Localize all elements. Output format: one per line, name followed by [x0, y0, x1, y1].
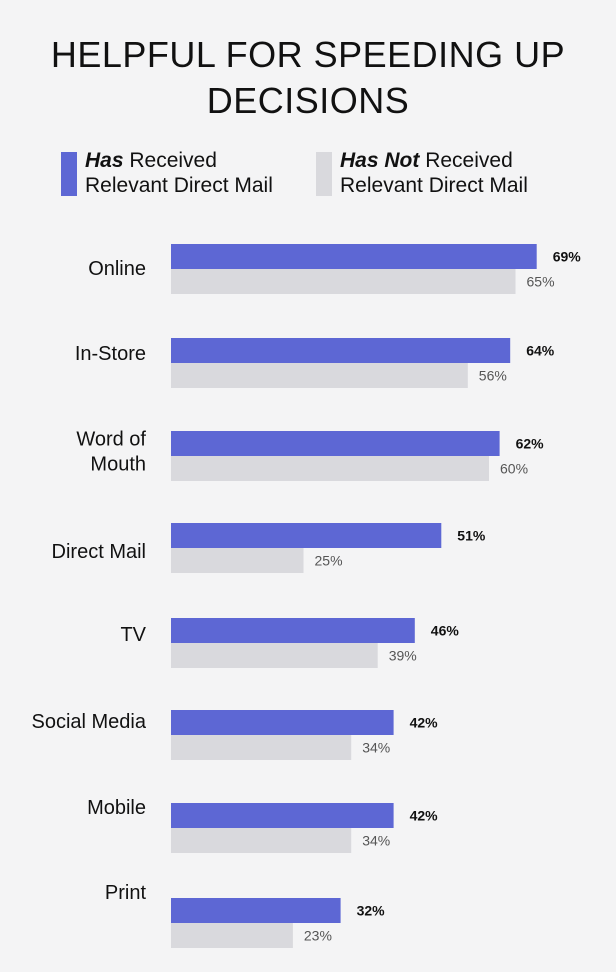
legend-item-has-not-received: Has Not Received Relevant Direct Mail [316, 148, 556, 198]
category-label: Social Media [31, 711, 146, 733]
legend-label-has-not-received: Has Not Received Relevant Direct Mail [340, 148, 528, 198]
bar-has-not-received [171, 643, 378, 668]
legend-label-rest: Received [419, 149, 513, 172]
category-label: Mobile [87, 797, 146, 819]
chart-title-line-2: DECISIONS [206, 80, 410, 121]
legend-swatch-has-received [61, 152, 77, 196]
bar-has-not-received [171, 923, 293, 948]
category-label: TV [120, 624, 146, 646]
category-label: Online [88, 258, 146, 280]
category-label: Print [105, 882, 147, 904]
bar-has-not-received [171, 828, 352, 853]
legend-label-bold: Has Not [340, 149, 420, 172]
legend-label-line-2: Relevant Direct Mail [340, 174, 528, 197]
legend-label-rest: Received [123, 149, 217, 172]
chart-title-line-1: HELPFUL FOR SPEEDING UP [50, 34, 566, 75]
category-label: Mouth [90, 454, 146, 476]
legend-item-has-received: Has Received Relevant Direct Mail [61, 148, 301, 198]
category-label: Direct Mail [52, 541, 146, 563]
data-label-has-not-received: 56% [479, 368, 507, 384]
bar-has-received [171, 803, 394, 828]
data-label-has-not-received: 34% [362, 833, 390, 849]
bar-has-received [171, 338, 511, 363]
data-label-has-received: 69% [553, 249, 582, 265]
data-label-has-not-received: 34% [362, 740, 390, 756]
data-label-has-received: 62% [516, 436, 545, 452]
legend-label-has-received: Has Received Relevant Direct Mail [85, 148, 273, 198]
data-label-has-received: 42% [410, 715, 439, 731]
data-label-has-received: 64% [526, 343, 555, 359]
bar-has-received [171, 898, 341, 923]
data-label-has-not-received: 23% [304, 928, 332, 944]
chart-title: HELPFUL FOR SPEEDING UP DECISIONS [0, 32, 616, 124]
bar-has-not-received [171, 548, 304, 573]
data-label-has-received: 42% [410, 808, 439, 824]
bar-has-received [171, 618, 415, 643]
bar-has-received [171, 431, 500, 456]
data-label-has-not-received: 60% [500, 461, 528, 477]
data-label-has-received: 46% [431, 623, 460, 639]
legend-label-line-2: Relevant Direct Mail [85, 174, 273, 197]
data-label-has-not-received: 25% [315, 553, 343, 569]
legend-swatch-has-not-received [316, 152, 332, 196]
data-label-has-received: 51% [457, 528, 486, 544]
legend-label-bold: Has [85, 149, 124, 172]
bar-has-received [171, 710, 394, 735]
category-label: In-Store [75, 343, 146, 365]
data-label-has-received: 32% [357, 903, 386, 919]
bar-has-not-received [171, 363, 468, 388]
data-label-has-not-received: 65% [527, 274, 555, 290]
data-label-has-not-received: 39% [389, 648, 417, 664]
bar-has-not-received [171, 456, 489, 481]
bar-has-not-received [171, 269, 516, 294]
bar-has-received [171, 523, 442, 548]
bar-has-not-received [171, 735, 352, 760]
bar-has-received [171, 244, 537, 269]
category-label: Word of [76, 429, 146, 451]
